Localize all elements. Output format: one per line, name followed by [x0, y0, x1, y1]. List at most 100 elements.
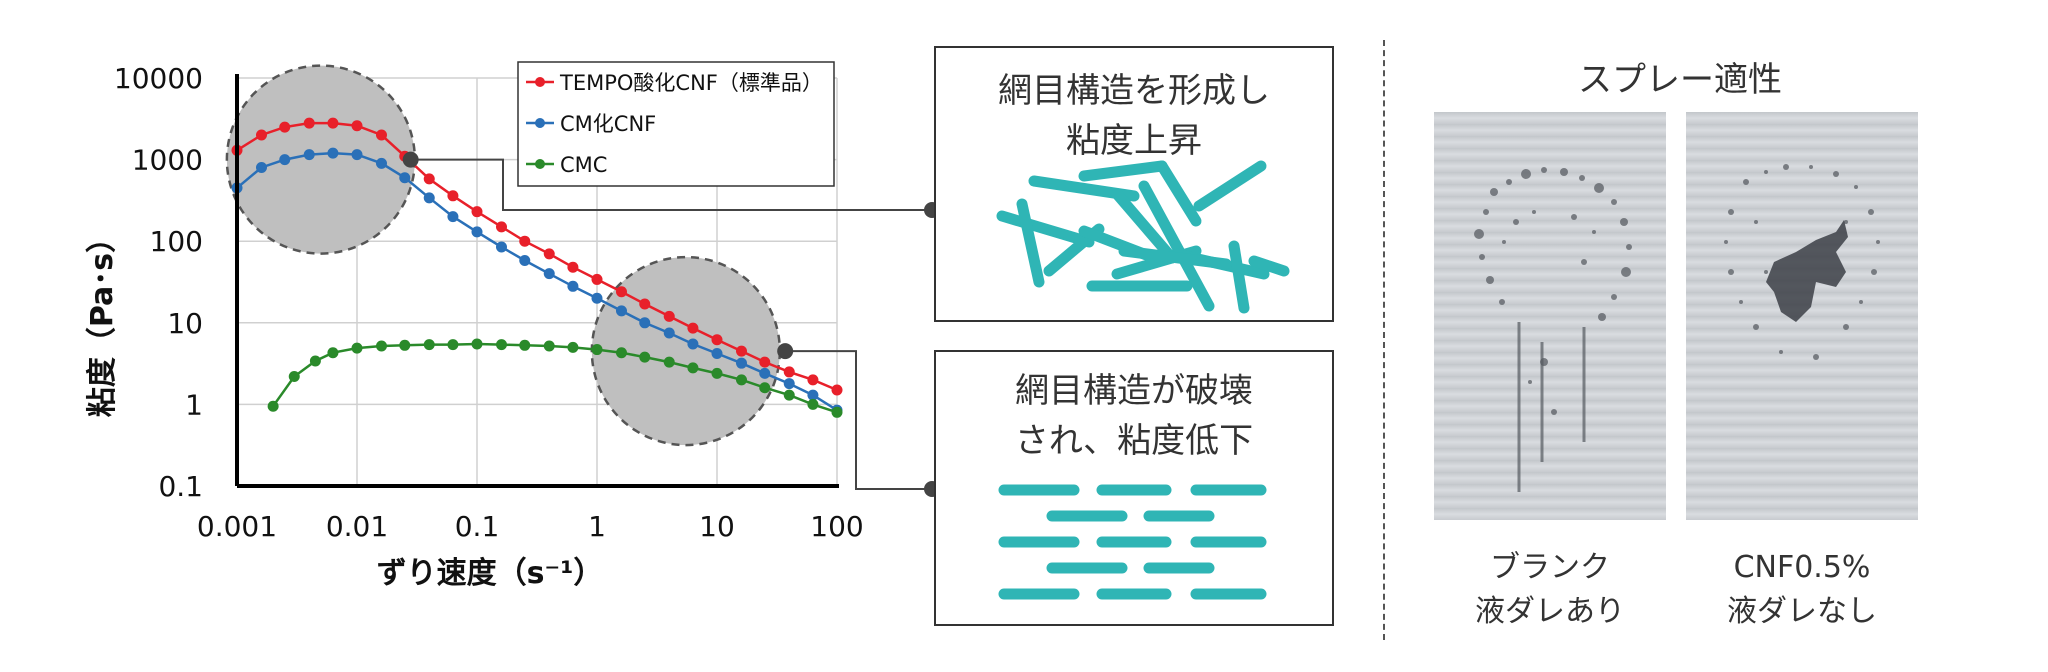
- data-point: [543, 248, 555, 260]
- blank-caption: ブランク 液ダレあり: [1430, 546, 1670, 634]
- data-point: [279, 154, 291, 166]
- y-tick-label: 1: [185, 388, 203, 421]
- data-point: [423, 339, 435, 351]
- x-axis-label: ずり速度（s⁻¹）: [377, 556, 604, 591]
- data-point: [255, 129, 267, 141]
- data-point: [495, 241, 507, 253]
- data-point: [783, 366, 795, 378]
- data-point: [351, 120, 363, 132]
- data-point: [303, 117, 315, 129]
- data-point: [759, 382, 771, 394]
- data-point: [663, 310, 675, 322]
- data-point: [399, 172, 411, 184]
- data-point: [639, 317, 651, 329]
- data-point: [591, 292, 603, 304]
- legend-label: CMC: [560, 153, 607, 177]
- y-tick-label: 10000: [114, 62, 203, 95]
- data-point: [759, 356, 771, 368]
- top-connector-line: [410, 158, 932, 211]
- data-point: [759, 367, 771, 379]
- data-point: [303, 149, 315, 161]
- legend-label: TEMPO酸化CNF（標準品）: [559, 71, 823, 95]
- data-point: [807, 389, 819, 401]
- data-point: [687, 362, 699, 374]
- data-point: [519, 235, 531, 247]
- data-point: [288, 370, 300, 382]
- cnf-spray-pattern: [1724, 164, 1880, 360]
- data-point: [711, 367, 723, 379]
- data-point: [255, 162, 267, 174]
- data-point: [591, 273, 603, 285]
- bottom-connector-line: [785, 350, 932, 490]
- data-point: [423, 192, 435, 204]
- x-tick-label: 0.1: [455, 510, 500, 543]
- data-point: [471, 226, 483, 238]
- network-formed-line-1: 網目構造を形成し: [998, 71, 1270, 111]
- data-point: [615, 305, 627, 317]
- data-point: [519, 255, 531, 267]
- data-point: [687, 322, 699, 334]
- data-point: [375, 340, 387, 352]
- data-point: [615, 286, 627, 298]
- x-tick-label: 0.01: [326, 510, 388, 543]
- data-point: [639, 298, 651, 310]
- y-tick-label: 10: [167, 307, 203, 340]
- cnf-spray-photo: [1686, 112, 1918, 520]
- data-point: [783, 378, 795, 390]
- data-point: [639, 351, 651, 363]
- data-point: [279, 121, 291, 133]
- x-tick-label: 1: [588, 510, 606, 543]
- network-broken-line-1: 網目構造が破壊: [1015, 371, 1253, 411]
- data-point: [735, 345, 747, 357]
- data-point: [399, 339, 411, 351]
- data-point: [309, 355, 321, 367]
- data-point: [735, 357, 747, 369]
- legend-swatch-dot: [535, 118, 545, 128]
- data-point: [735, 374, 747, 386]
- network-broken-line-2: され、粘度低下: [1014, 421, 1254, 461]
- data-point: [447, 211, 459, 223]
- section-divider: [1383, 40, 1385, 640]
- blank-caption-line-2: 液ダレあり: [1475, 594, 1625, 629]
- data-point: [351, 149, 363, 161]
- aligned-fibers-illustration: [998, 484, 1267, 600]
- data-point: [375, 129, 387, 141]
- data-point: [327, 117, 339, 129]
- cnf-caption-line-1: CNF0.5%: [1733, 550, 1871, 585]
- legend-label: CM化CNF: [560, 112, 656, 136]
- data-point: [831, 384, 843, 396]
- data-point: [783, 389, 795, 401]
- data-point: [807, 398, 819, 410]
- data-point: [519, 339, 531, 351]
- data-point: [327, 347, 339, 359]
- network-formed-box: 網目構造を形成し 粘度上昇: [934, 46, 1334, 322]
- y-tick-label: 100: [150, 225, 203, 258]
- y-tick-label: 1000: [132, 144, 203, 177]
- data-point: [711, 334, 723, 346]
- data-point: [567, 280, 579, 292]
- highlight-circles: [225, 64, 782, 447]
- marker-low-viscosity: [777, 343, 794, 360]
- chart-axes: 0.001 0.01 0.1 1 10 100 10000 1000 100 10 1 0.1: [114, 62, 864, 543]
- highlight-circle-0: [225, 64, 417, 255]
- data-point: [663, 327, 675, 339]
- viscosity-chart: 0.001 0.01 0.1 1 10 100 10000 1000 100 10 1 0.1 ずり速…: [85, 61, 940, 591]
- blank-drip-pattern: [1474, 167, 1632, 492]
- data-point: [471, 206, 483, 218]
- chart-series: [231, 117, 843, 418]
- spray-title: スプレー適性: [1578, 60, 1782, 100]
- network-formed-line-2: 粘度上昇: [1066, 121, 1202, 161]
- blank-caption-line-1: ブランク: [1490, 550, 1610, 585]
- network-broken-box: 網目構造が破壊 され、粘度低下: [934, 350, 1334, 626]
- blank-spray-photo: [1434, 112, 1666, 520]
- data-point: [687, 338, 699, 350]
- data-point: [543, 268, 555, 280]
- data-point: [447, 339, 459, 351]
- fiber-network-illustration: [996, 160, 1290, 314]
- data-point: [543, 340, 555, 352]
- data-point: [711, 348, 723, 360]
- data-point: [267, 400, 279, 412]
- x-tick-label: 0.001: [197, 510, 277, 543]
- chart-legend: TEMPO酸化CNF（標準品） CM化CNF CMC: [517, 61, 835, 187]
- data-point: [327, 147, 339, 159]
